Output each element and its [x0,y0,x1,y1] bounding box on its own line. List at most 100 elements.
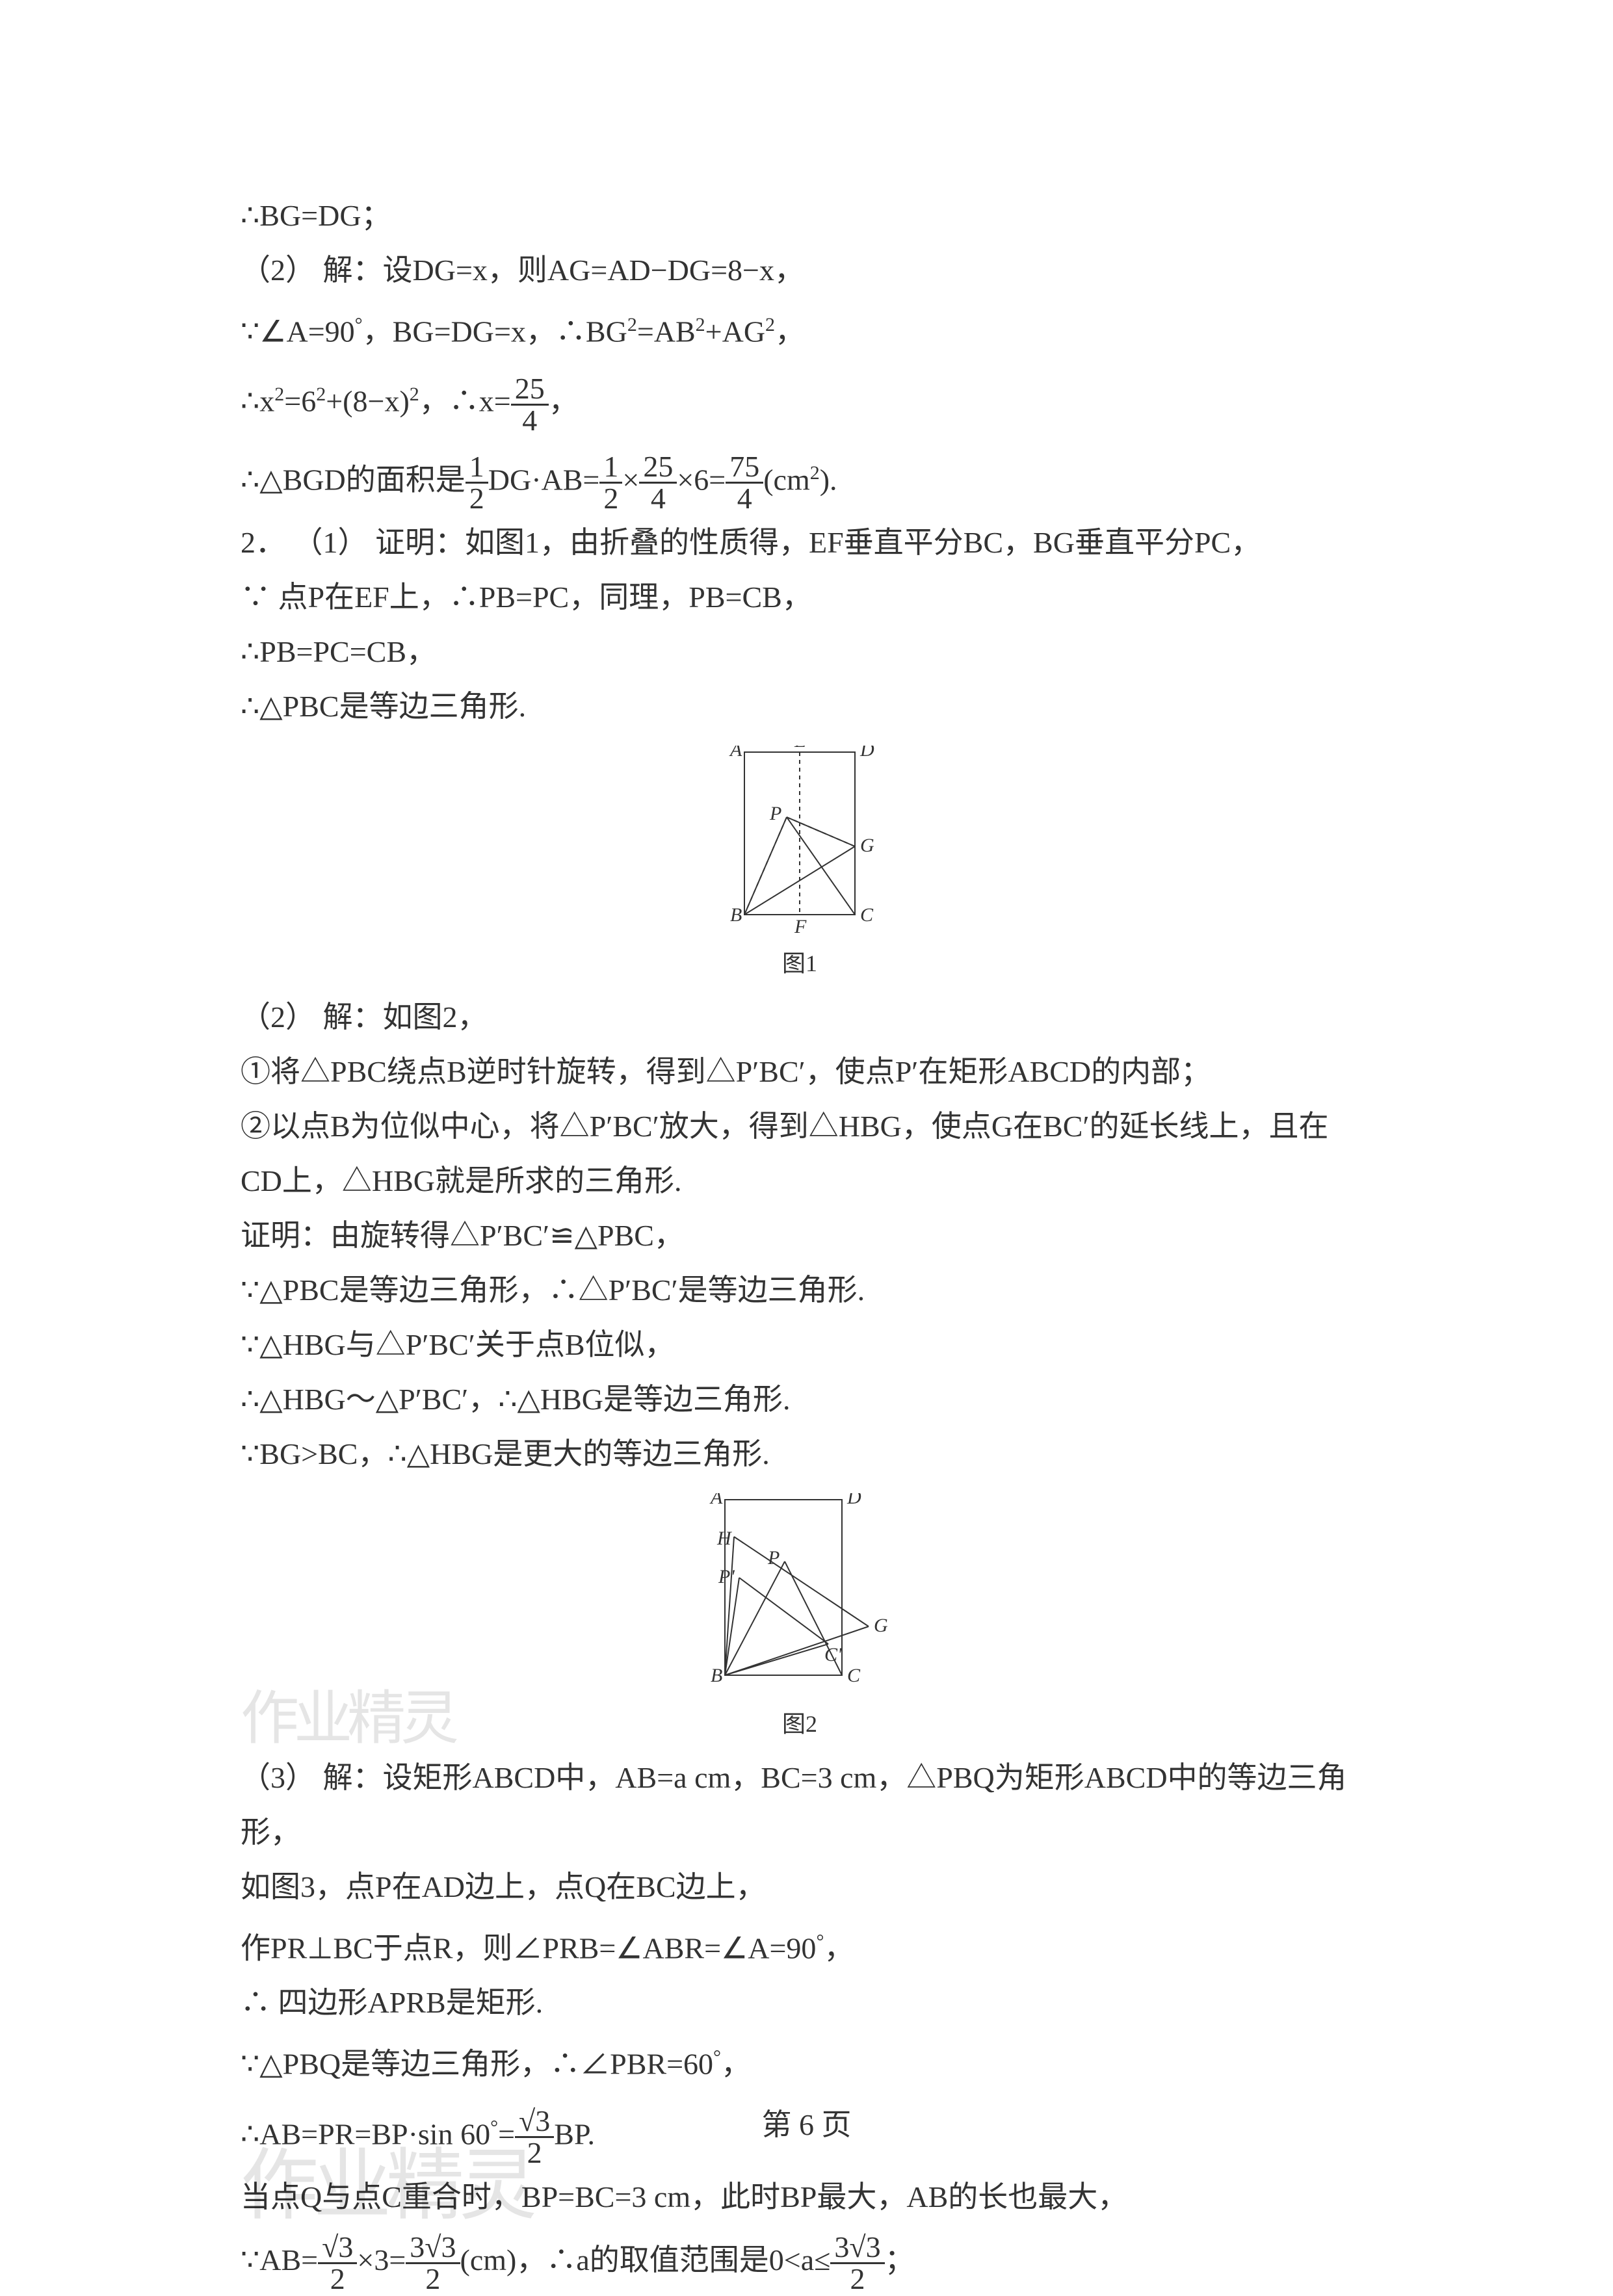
line-02: （2） 解：设DG=x，则AG=AD−DG=8−x， [241,243,1359,298]
svg-text:B: B [730,904,742,926]
fraction: 754 [726,452,763,514]
svg-text:A: A [709,1493,723,1508]
figure-2-svg: A D B C H P' P C' G [705,1493,894,1701]
svg-text:P': P' [718,1566,735,1587]
line-07: ∵ 点P在EF上，∴PB=PC，同理，PB=CB， [241,570,1359,625]
svg-text:A: A [729,746,742,761]
text: ，∴x= [419,385,511,418]
sup-2: 2 [316,384,326,405]
line-18: （3） 解：设矩形ABCD中，AB=a cm，BC=3 cm，△PBQ为矩形AB… [241,1751,1359,1860]
svg-text:P: P [769,803,781,824]
line-11: ①将△PBC绕点B逆时针旋转，得到△P′BC′，使点P′在矩形ABCD的内部； [241,1045,1359,1099]
text: (cm)，∴a的取值范围是0<a≤ [460,2243,831,2276]
sup-2: 2 [274,384,284,405]
numerator: 25 [639,452,677,484]
text: ∴△BGD的面积是 [241,463,466,496]
line-19: 如图3，点P在AD边上，点Q在BC边上， [241,1860,1359,1914]
numerator: √3 [318,2232,357,2264]
text: ∴x [241,385,274,418]
line-04: ∴x2=62+(8−x)2，∴x=254， [241,359,1359,437]
figure-1: A E D B F C P G 图1 [241,746,1359,978]
text: ∵△PBQ是等边三角形，∴∠PBR=60 [241,2048,713,2081]
svg-text:B: B [711,1665,722,1686]
text: =6 [284,385,316,418]
line-13: 证明：由旋转得△P′BC′≌△PBC， [241,1208,1359,1263]
text: ×3= [357,2243,406,2276]
line-16: ∴△HBG～△P′BC′，∴△HBG是等边三角形. [241,1372,1359,1427]
text: ). [820,463,837,496]
text: (cm [763,463,810,496]
fraction: 3√32 [830,2232,884,2294]
text: ∵AB= [241,2243,318,2276]
numerator: 25 [511,374,549,406]
fraction: 254 [639,452,677,514]
numerator: 1 [466,452,488,484]
line-09: ∴△PBC是等边三角形. [241,679,1359,734]
svg-text:H: H [716,1528,733,1549]
svg-text:E: E [794,746,806,751]
line-24: 当点Q与点C重合时，BP=BC=3 cm，此时BP最大，AB的长也最大， [241,2170,1359,2224]
line-20: 作PR⊥BC于点R，则∠PRB=∠ABR=∠A=90°， [241,1914,1359,1976]
sup-2: 2 [410,384,419,405]
line-05: ∴△BGD的面积是12DG·AB=12×254×6=754(cm2). [241,437,1359,515]
svg-text:C: C [847,1665,861,1686]
text: ， [549,385,579,418]
degree-symbol: ° [816,1931,824,1952]
text: DG·AB= [488,463,600,496]
line-22: ∵△PBQ是等边三角形，∴∠PBR=60°， [241,2030,1359,2091]
svg-text:G: G [860,835,874,856]
degree-symbol: ° [713,2046,721,2068]
fraction: 12 [466,452,488,514]
numerator: 75 [726,452,763,484]
text: ； [885,2243,915,2276]
svg-text:D: D [859,746,874,761]
text: × [622,463,639,496]
line-08: ∴PB=PC=CB， [241,625,1359,679]
denominator: 4 [639,484,677,514]
line-14: ∵△PBC是等边三角形，∴△P′BC′是等边三角形. [241,1263,1359,1318]
line-25: ∵AB=√32×3=3√32(cm)，∴a的取值范围是0<a≤3√32； [241,2224,1359,2296]
svg-text:G: G [874,1615,888,1636]
fraction: 254 [511,374,549,436]
sup-2: 2 [627,314,637,335]
text: ， [775,315,805,348]
denominator: 2 [599,484,622,514]
fraction: 3√32 [406,2232,460,2294]
line-17: ∵BG>BC，∴△HBG是更大的等边三角形. [241,1427,1359,1481]
figure-2-caption: 图2 [241,1705,1359,1739]
numerator: 3√3 [830,2232,884,2264]
page-content: ∴BG=DG； （2） 解：设DG=x，则AG=AD−DG=8−x， ∵∠A=9… [241,189,1359,2296]
sup-2: 2 [696,314,705,335]
svg-text:C': C' [824,1644,842,1665]
text: 作PR⊥BC于点R，则∠PRB=∠ABR=∠A=90 [241,1931,816,1964]
denominator: 4 [726,484,763,514]
fraction: 12 [599,452,622,514]
denominator: 2 [318,2264,357,2294]
svg-text:P: P [767,1547,780,1569]
fraction: √32 [318,2232,357,2294]
text: ∵∠A=90 [241,315,355,348]
svg-text:D: D [846,1493,861,1508]
line-15: ∵△HBG与△P′BC′关于点B位似， [241,1318,1359,1372]
line-06: 2． （1） 证明：如图1，由折叠的性质得，EF垂直平分BC，BG垂直平分PC， [241,515,1359,570]
page-footer: 第 6 页 [0,2101,1613,2144]
text: +(8−x) [326,385,410,418]
sup-2: 2 [765,314,775,335]
denominator: 2 [406,2264,460,2294]
svg-text:C: C [860,904,874,926]
figure-2: A D B C H P' P C' G 图2 [241,1493,1359,1739]
svg-text:F: F [794,916,807,937]
denominator: 4 [511,406,549,436]
text: ×6= [677,463,726,496]
line-12: ②以点B为位似中心，将△P′BC′放大，得到△HBG，使点G在BC′的延长线上，… [241,1099,1359,1208]
denominator: 2 [830,2264,884,2294]
line-21: ∴ 四边形APRB是矩形. [241,1976,1359,2030]
sup-2: 2 [810,462,820,484]
text: ， [824,1931,854,1964]
figure-1-caption: 图1 [241,945,1359,978]
figure-1-svg: A E D B F C P G [725,746,874,941]
line-03: ∵∠A=90°，BG=DG=x，∴BG2=AB2+AG2， [241,298,1359,359]
degree-symbol: ° [355,314,363,335]
text: ， [721,2048,751,2081]
line-01: ∴BG=DG； [241,189,1359,243]
